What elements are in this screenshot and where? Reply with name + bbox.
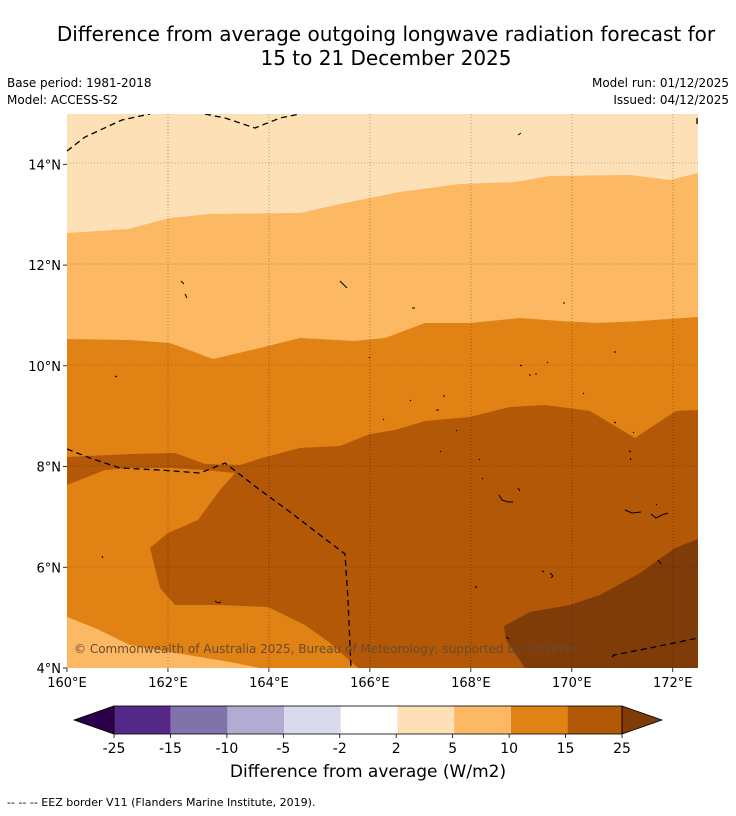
colorbar-tick-label: 15 — [557, 741, 575, 757]
colorbar-tick-label: -10 — [215, 741, 238, 757]
x-tick-label: 166°E — [350, 676, 390, 691]
island — [474, 585, 478, 589]
eez-border-north-2 — [204, 114, 301, 129]
colorbar-bin-6 — [397, 706, 455, 734]
model-name: Model: ACCESS-S2 — [7, 93, 119, 107]
island — [478, 458, 481, 461]
colorbar-bin-8 — [510, 706, 568, 734]
colorbar-bin-4 — [284, 706, 341, 734]
island — [114, 375, 118, 378]
island — [184, 293, 188, 299]
island — [519, 364, 523, 367]
eez-border-west — [67, 448, 352, 668]
eez-borders — [67, 114, 698, 668]
island — [339, 280, 348, 289]
title-line-2: 15 to 21 December 2025 — [260, 46, 512, 70]
colorbar-tick-label: 5 — [448, 741, 457, 757]
island — [517, 132, 522, 136]
y-axis-ticks: 4°N 6°N 8°N 10°N 12°N 14°N — [28, 158, 67, 677]
island — [517, 487, 521, 492]
island — [382, 418, 385, 421]
island — [629, 457, 632, 461]
island — [368, 356, 371, 359]
band-5-to-10-southwest — [67, 617, 260, 668]
colorbar-tick-label: -25 — [103, 741, 126, 757]
island — [505, 636, 510, 640]
y-tick-label: 4°N — [37, 662, 62, 677]
colorbar-bin-1 — [114, 706, 171, 734]
y-tick-label: 10°N — [28, 360, 61, 375]
colorbar-tick-label: -5 — [276, 741, 290, 757]
colorbar: -25 -15 -10 -5 -2 2 5 10 15 25 — [72, 705, 664, 757]
band-15-to-25 — [67, 405, 698, 668]
y-tick-label: 6°N — [37, 561, 62, 576]
colorbar-tick-label: 25 — [613, 741, 631, 757]
island — [101, 555, 104, 559]
island — [439, 450, 442, 453]
colorbar-bin-7 — [454, 706, 511, 734]
base-period: Base period: 1981-2018 — [7, 76, 152, 90]
x-tick-label: 168°E — [451, 676, 491, 691]
y-tick-label: 14°N — [28, 158, 61, 173]
island — [582, 392, 585, 395]
colorbar-tick-label: -2 — [333, 741, 347, 757]
eez-border-north — [67, 114, 151, 152]
colorbar-title: Difference from average (W/m2) — [229, 762, 507, 782]
copyright-notice: © Commonwealth of Australia 2025, Bureau… — [74, 642, 579, 656]
colorbar-bin-2 — [170, 706, 228, 734]
eez-legend: -- -- -- EEZ border V11 (Flanders Marine… — [7, 796, 316, 809]
title-line-1: Difference from average outgoing longwav… — [56, 22, 716, 46]
island — [628, 450, 632, 453]
colorbar-bin-9 — [567, 706, 622, 734]
eez-border-southeast — [611, 637, 698, 658]
x-tick-label: 162°E — [148, 676, 188, 691]
x-tick-label: 160°E — [47, 676, 87, 691]
right-metadata: Model run: 01/12/2025 Issued: 04/12/2025 — [592, 75, 729, 109]
x-tick-label: 172°E — [653, 676, 693, 691]
island — [657, 559, 662, 565]
island — [541, 570, 545, 573]
left-metadata: Base period: 1981-2018 Model: ACCESS-S2 — [7, 75, 152, 109]
colorbar-tick-label: -15 — [159, 741, 182, 757]
island — [549, 572, 554, 579]
y-tick-label: 8°N — [37, 461, 62, 476]
model-run: Model run: 01/12/2025 — [591, 76, 729, 90]
chart-title: Difference from average outgoing longwav… — [0, 22, 736, 70]
colorbar-bin-3 — [227, 706, 285, 734]
island — [624, 509, 642, 514]
island — [481, 477, 484, 480]
island — [655, 503, 658, 506]
band-over-25 — [504, 539, 698, 668]
island — [455, 429, 458, 432]
colorbar-ticks: -25 -15 -10 -5 -2 2 5 10 15 25 — [103, 734, 631, 757]
gridlines — [67, 114, 698, 668]
colorbar-over-arrow — [621, 705, 664, 735]
issued-date: Issued: 04/12/2025 — [613, 93, 729, 107]
island — [214, 600, 222, 604]
islands — [101, 132, 669, 640]
colorbar-bin-5 — [340, 706, 398, 734]
colorbar-frame — [113, 705, 623, 735]
map-area — [67, 114, 698, 668]
island — [613, 421, 617, 424]
y-tick-label: 12°N — [28, 259, 61, 274]
island — [498, 494, 513, 503]
x-axis-ticks: 160°E 162°E 164°E 166°E 168°E 170°E 172°E — [47, 668, 693, 691]
island — [650, 512, 669, 519]
island — [180, 280, 185, 285]
x-tick-label: 170°E — [552, 676, 592, 691]
colorbar-tick-label: 2 — [392, 741, 401, 757]
x-tick-label: 164°E — [249, 676, 289, 691]
island — [409, 399, 412, 402]
colorbar-tick-label: 10 — [500, 741, 518, 757]
colorbar-under-arrow — [72, 705, 115, 735]
island — [546, 361, 549, 364]
island — [632, 431, 635, 434]
